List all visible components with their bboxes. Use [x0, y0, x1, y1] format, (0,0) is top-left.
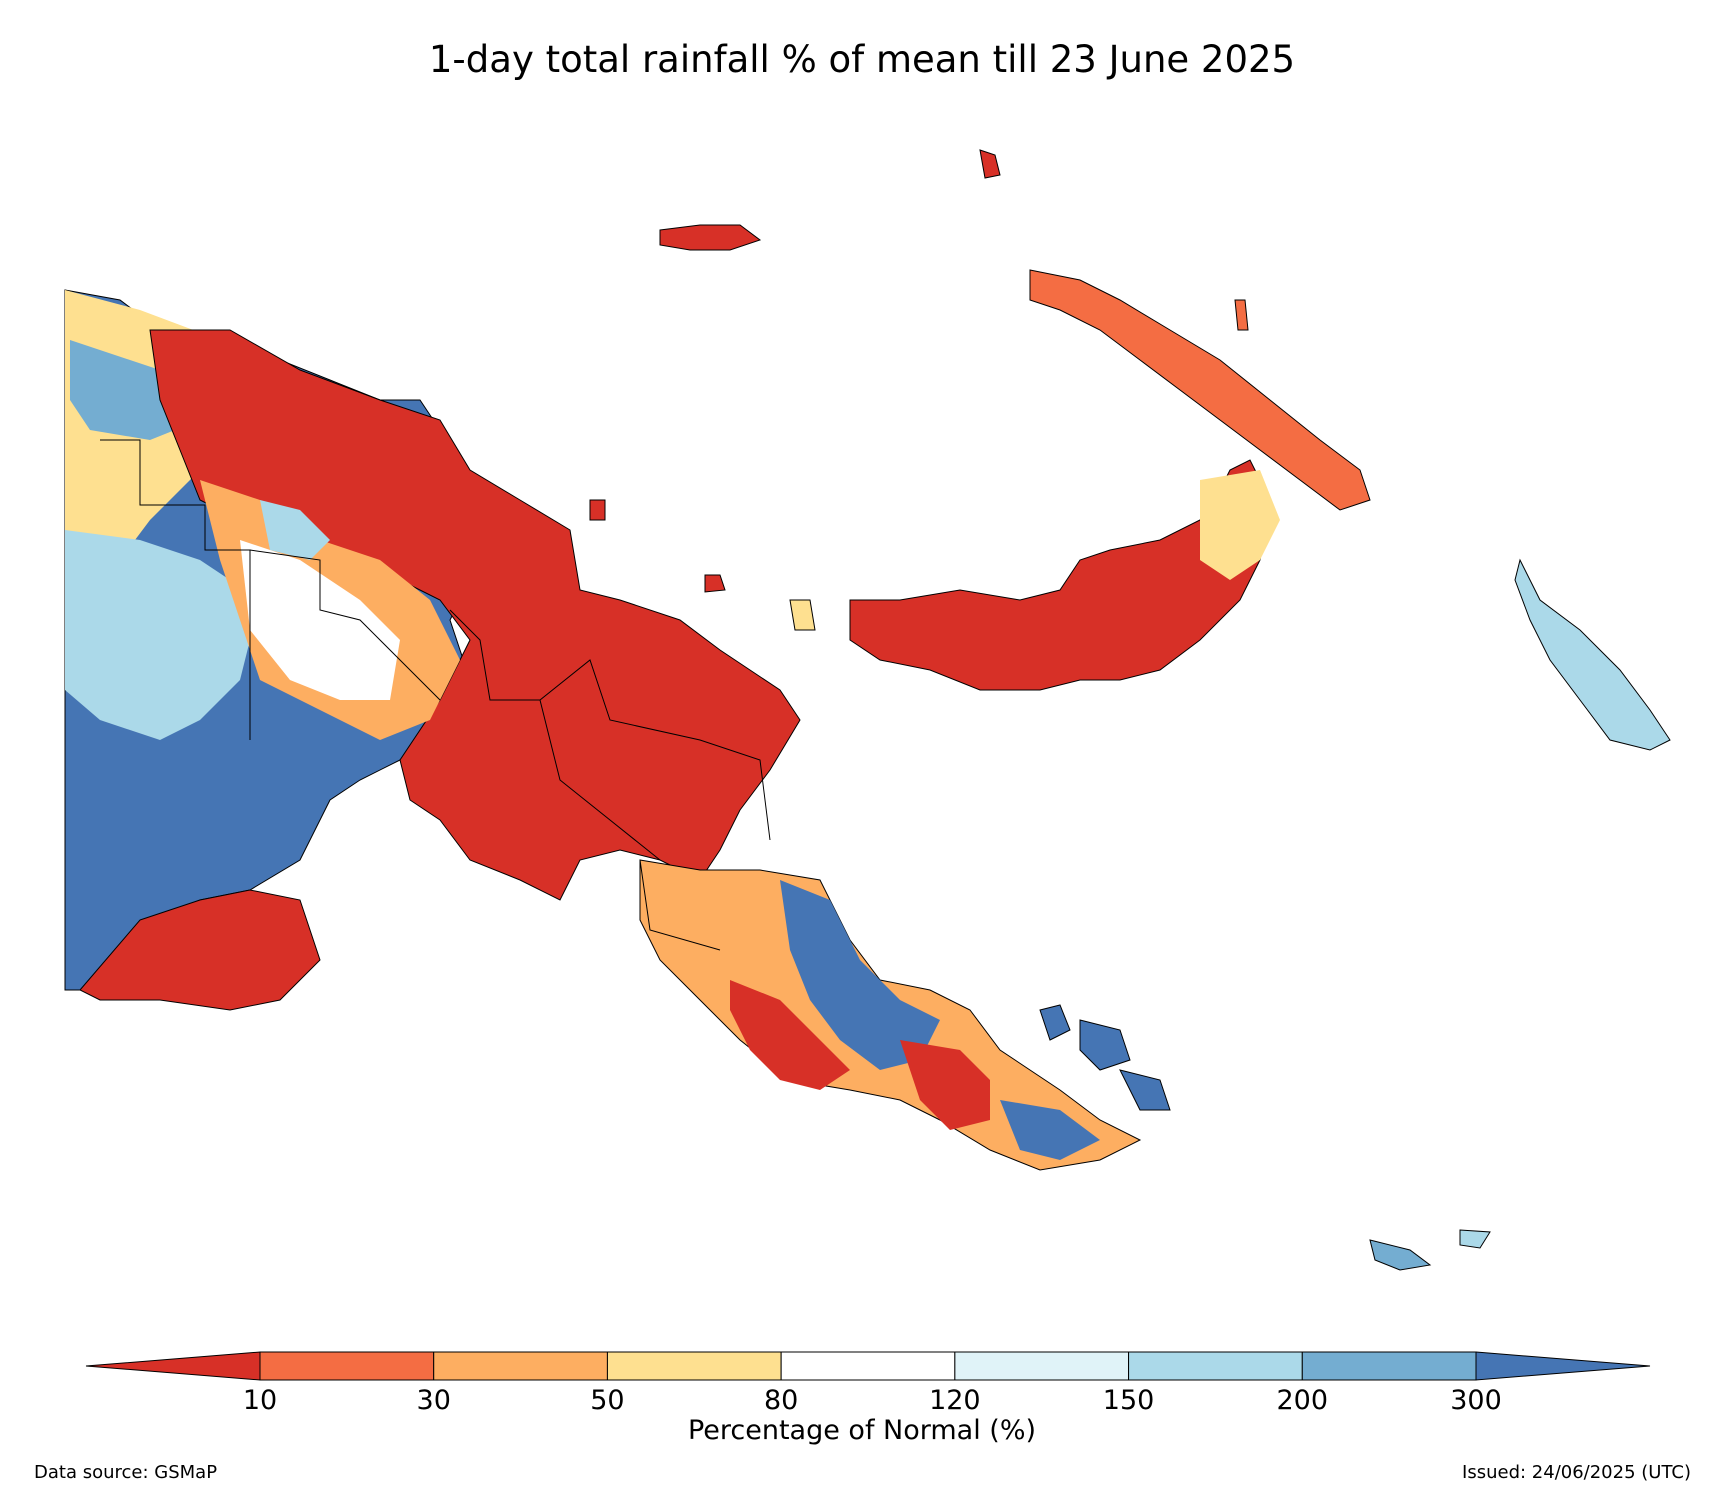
colorbar-bin [1128, 1351, 1303, 1381]
new-ireland-shape [1029, 269, 1371, 511]
colorbar-tick-label: 300 [1450, 1385, 1502, 1416]
colorbar-label: Percentage of Normal (%) [687, 1415, 1037, 1446]
colorbar-bin [780, 1351, 956, 1381]
sudest-island-shape [1459, 1229, 1491, 1249]
small-island-3-shape [704, 574, 726, 593]
southwest-coast-shape [79, 889, 321, 1011]
colorbar-bin [1301, 1351, 1477, 1381]
colorbar-extend-high [1475, 1351, 1651, 1381]
southeast-blue-zone-shape [780, 880, 940, 1070]
colorbar-extend-low [85, 1351, 261, 1381]
colorbar-bin [954, 1351, 1130, 1381]
bougainville-shape [1514, 558, 1671, 751]
new-britain-east-yellow-shape [1200, 470, 1280, 580]
colorbar-tick-label: 80 [763, 1385, 799, 1416]
east-cape-red-shape [900, 1040, 990, 1130]
small-island-5-shape [1234, 299, 1249, 331]
colorbar-tick-label: 200 [1276, 1385, 1329, 1416]
map-title: 1-day total rainfall % of mean till 23 J… [428, 38, 1296, 81]
manus-island-shape [659, 224, 762, 251]
data-source-text: Data source: GSMaP [34, 1462, 218, 1483]
small-island-1-shape [979, 149, 1001, 179]
colorbar-tick-label: 150 [1102, 1385, 1155, 1416]
southeast-red-zone-shape [730, 980, 850, 1090]
colorbar-bin [606, 1351, 782, 1381]
colorbar-tick-label: 10 [242, 1385, 278, 1416]
fergusson-island-shape [1079, 1019, 1131, 1071]
rossel-island-shape [1369, 1239, 1432, 1271]
colorbar-bin [433, 1351, 608, 1381]
rainfall-map [64, 149, 1671, 1271]
normanby-island-shape [1119, 1069, 1171, 1111]
central-highlands-blue-shape [260, 500, 330, 560]
colorbar-tick-label: 30 [416, 1385, 451, 1416]
province-boundaries [100, 439, 771, 951]
east-cape-blue-shape [1000, 1100, 1100, 1160]
colorbar-tick-label: 120 [929, 1385, 981, 1416]
central-highlands-white-shape [240, 540, 400, 700]
colorbar-tick-label: 50 [590, 1385, 625, 1416]
goodenough-island-shape [1039, 1004, 1071, 1041]
small-island-4-shape [789, 599, 816, 631]
small-island-2-shape [589, 499, 606, 521]
colorbar-bin [259, 1351, 435, 1381]
west-white-shape [65, 530, 260, 740]
issued-date-text: Issued: 24/06/2025 (UTC) [1462, 1462, 1691, 1483]
